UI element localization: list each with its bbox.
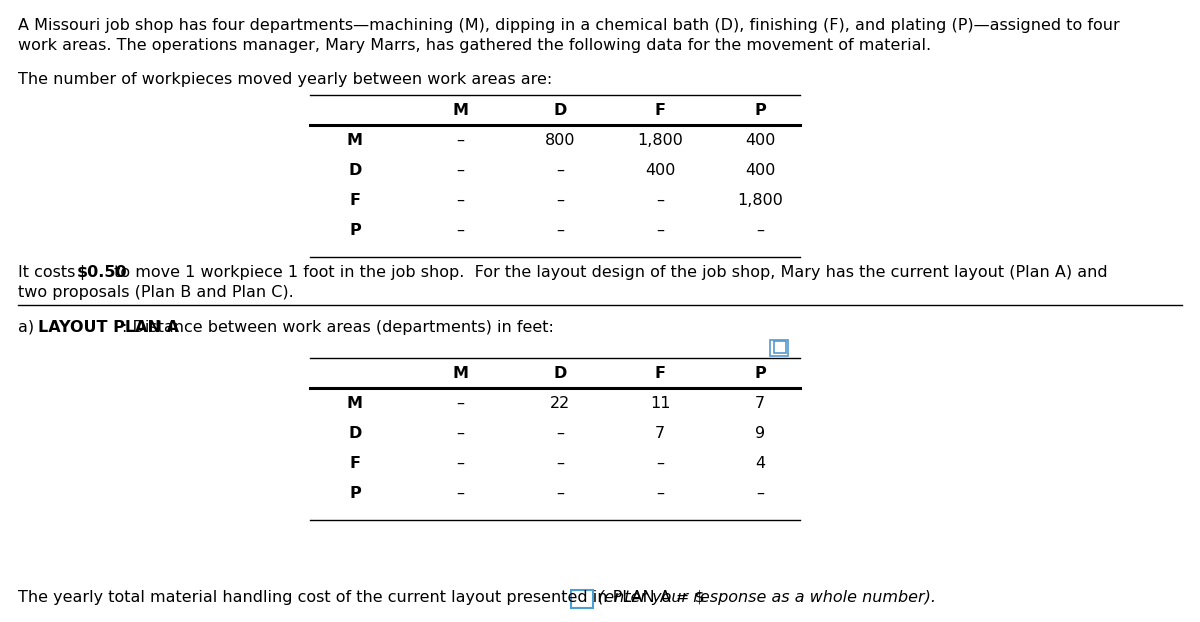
Text: D: D [348,163,361,178]
Text: –: – [456,163,464,178]
Text: F: F [654,103,666,118]
Text: D: D [553,103,566,118]
Text: –: – [456,396,464,411]
Text: –: – [456,133,464,148]
Text: $0.50: $0.50 [77,265,127,280]
Text: LAYOUT PLAN A: LAYOUT PLAN A [37,320,179,335]
Bar [770,340,788,356]
Text: –: – [456,456,464,471]
Text: –: – [556,223,564,238]
Text: The number of workpieces moved yearly between work areas are:: The number of workpieces moved yearly be… [18,72,552,87]
Bar [570,590,593,608]
Text: 9: 9 [755,426,766,441]
Text: –: – [556,456,564,471]
Text: A Missouri job shop has four departments—machining (M), dipping in a chemical ba: A Missouri job shop has four departments… [18,18,1120,33]
Text: (enter your response as a whole number).: (enter your response as a whole number). [598,590,936,605]
Text: The yearly total material handling cost of the current layout presented in PLAN : The yearly total material handling cost … [18,590,704,605]
Text: P: P [754,366,766,381]
Text: M: M [452,366,468,381]
Text: 1,800: 1,800 [637,133,683,148]
Text: –: – [756,486,764,501]
Text: P: P [754,103,766,118]
Text: M: M [347,133,364,148]
Text: –: – [556,426,564,441]
Bar [774,341,786,353]
Text: –: – [556,163,564,178]
Text: –: – [456,486,464,501]
Text: 22: 22 [550,396,570,411]
Text: 7: 7 [655,426,665,441]
Text: –: – [656,193,664,208]
Text: –: – [556,193,564,208]
Text: a): a) [18,320,40,335]
Text: D: D [553,366,566,381]
Text: –: – [656,223,664,238]
Text: –: – [456,193,464,208]
Text: –: – [456,426,464,441]
Text: 4: 4 [755,456,766,471]
Text: –: – [456,223,464,238]
Text: –: – [756,223,764,238]
Text: 11: 11 [649,396,671,411]
Text: 7: 7 [755,396,766,411]
Text: 800: 800 [545,133,575,148]
Text: –: – [656,456,664,471]
Text: F: F [349,193,360,208]
Text: It costs: It costs [18,265,80,280]
Text: –: – [656,486,664,501]
Text: P: P [349,223,361,238]
Text: 400: 400 [644,163,676,178]
Text: –: – [556,486,564,501]
Text: : Distance between work areas (departments) in feet:: : Distance between work areas (departmen… [122,320,554,335]
Text: to move 1 workpiece 1 foot in the job shop.  For the layout design of the job sh: to move 1 workpiece 1 foot in the job sh… [109,265,1108,280]
Text: two proposals (Plan B and Plan C).: two proposals (Plan B and Plan C). [18,285,294,300]
Text: D: D [348,426,361,441]
Text: M: M [347,396,364,411]
Text: 400: 400 [745,163,775,178]
Text: work areas. The operations manager, Mary Marrs, has gathered the following data : work areas. The operations manager, Mary… [18,38,931,53]
Text: 400: 400 [745,133,775,148]
Text: F: F [654,366,666,381]
Text: M: M [452,103,468,118]
Text: 1,800: 1,800 [737,193,782,208]
Text: F: F [349,456,360,471]
Text: P: P [349,486,361,501]
